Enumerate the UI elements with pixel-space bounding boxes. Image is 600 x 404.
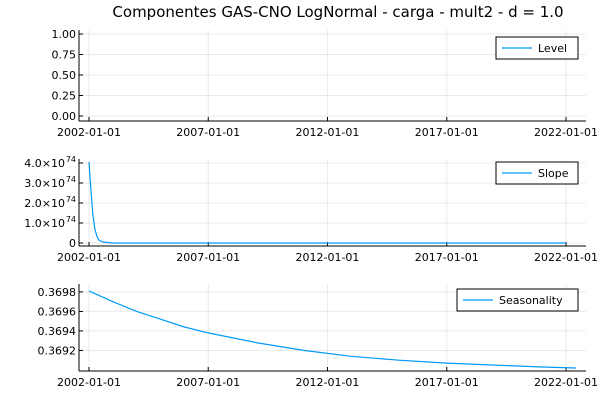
slope-y-tick-exponent: 74 — [66, 175, 76, 184]
slope-x-tick-label: 2022-01-01 — [534, 251, 598, 264]
slope-y-tick-exponent: 74 — [66, 155, 76, 164]
level-x-tick-label: 2017-01-01 — [415, 126, 479, 139]
level-panel: 2002-01-01 2007-01-01 2012-01-01 2017-01-01… — [52, 28, 598, 139]
slope-x-tick-label: 2007-01-01 — [176, 251, 240, 264]
level-legend-label: Level — [538, 42, 567, 55]
level-x-tick-label: 2012-01-01 — [295, 126, 359, 139]
slope-y-tick-label: 3.0×10 — [24, 177, 65, 190]
seasonality-y-tick-label: 0.3694 — [38, 325, 77, 338]
seasonality-y-tick-label: 0.3692 — [38, 344, 77, 357]
slope-legend-label: Slope — [538, 167, 569, 180]
level-x-tick-label: 2007-01-01 — [176, 126, 240, 139]
seasonality-x-tick-label: 2022-01-01 — [534, 376, 598, 389]
level-legend-box — [495, 36, 579, 60]
slope-x-tick-label: 2017-01-01 — [415, 251, 479, 264]
seasonality-panel: 2002-01-01 2007-01-01 2012-01-01 2017-01-01… — [38, 284, 598, 389]
slope-y-tick-exponent: 74 — [66, 215, 76, 224]
slope-legend-box — [495, 161, 579, 185]
slope-y-tick-label: 1.0×10 — [24, 217, 65, 230]
level-y-tick-label: 0.25 — [52, 90, 77, 103]
level-y-tick-label: 0.50 — [52, 69, 77, 82]
seasonality-x-tick-label: 2017-01-01 — [415, 376, 479, 389]
seasonality-y-tick-label: 0.3696 — [38, 305, 77, 318]
seasonality-x-tick-label: 2002-01-01 — [57, 376, 121, 389]
level-y-tick-label: 0.75 — [52, 49, 77, 62]
level-x-tick-label: 2022-01-01 — [534, 126, 598, 139]
slope-y-tick-label: 2.0×10 — [24, 197, 65, 210]
level-x-tick-label: 2002-01-01 — [57, 126, 121, 139]
seasonality-series-line — [88, 290, 576, 369]
seasonality-x-tick-label: 2012-01-01 — [295, 376, 359, 389]
seasonality-legend-box — [456, 288, 579, 312]
level-y-tick-label: 1.00 — [52, 28, 77, 41]
slope-x-tick-label: 2002-01-01 — [57, 251, 121, 264]
level-y-tick-label: 0.00 — [52, 110, 77, 123]
slope-y-tick-label: 4.0×10 — [24, 157, 65, 170]
slope-x-tick-label: 2012-01-01 — [295, 251, 359, 264]
seasonality-x-tick-label: 2007-01-01 — [176, 376, 240, 389]
slope-panel: 2002-01-01 2007-01-01 2012-01-01 2017-01-01… — [24, 155, 598, 264]
seasonality-y-tick-label: 0.3698 — [38, 286, 77, 299]
seasonality-legend-label: Seasonality — [499, 294, 563, 307]
slope-series-line — [88, 161, 566, 244]
slope-y-tick-label: 0 — [69, 237, 76, 250]
chart-title: Componentes GAS-CNO LogNormal - carga - … — [112, 3, 563, 21]
slope-y-tick-exponent: 74 — [66, 195, 76, 204]
